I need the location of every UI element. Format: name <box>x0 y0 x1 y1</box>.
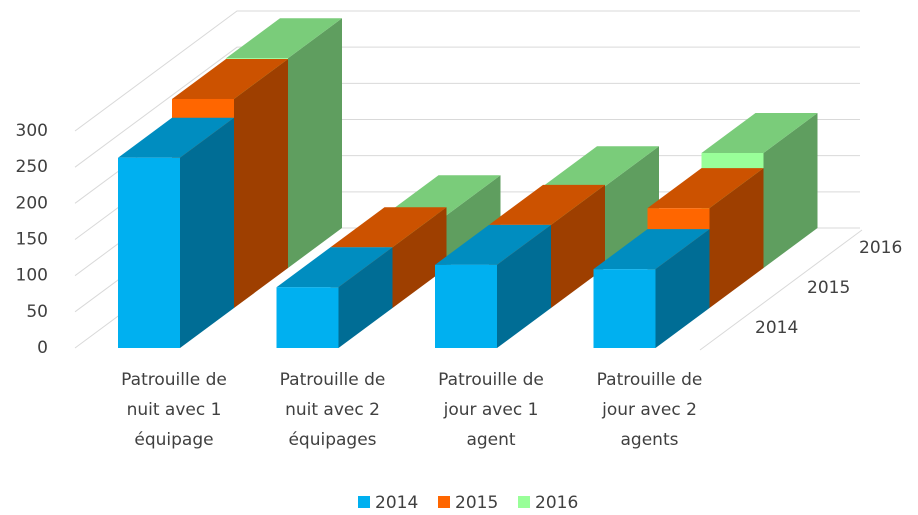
bar-side <box>497 224 551 348</box>
bar <box>435 264 497 348</box>
bar-top <box>543 146 659 187</box>
bar-top <box>276 247 393 288</box>
grid-line <box>74 10 860 132</box>
depth-tick-label: 2016 <box>859 238 902 258</box>
bar-side <box>392 207 447 308</box>
bar-top <box>489 184 605 225</box>
bar-side <box>551 184 605 308</box>
bar-top <box>118 117 234 158</box>
bar <box>118 157 180 348</box>
bar-top <box>226 18 342 59</box>
y-tick-label: 100 <box>16 266 48 286</box>
legend-swatch <box>358 496 370 508</box>
y-tick-label: 200 <box>16 193 48 213</box>
bar <box>276 287 339 348</box>
bar-side <box>709 168 764 308</box>
bar-top <box>701 112 818 153</box>
depth-tick-label: 2015 <box>807 278 850 298</box>
depth-tick-label: 2014 <box>755 318 798 338</box>
bar-side <box>446 175 501 268</box>
depth-axis <box>699 229 863 351</box>
bar-top <box>647 168 764 209</box>
legend-label: 2015 <box>455 493 498 513</box>
bar-top <box>435 224 551 265</box>
grid-line <box>74 46 860 168</box>
y-tick-label: 0 <box>37 338 48 358</box>
bar-top <box>593 229 710 270</box>
legend-swatch <box>438 496 450 508</box>
legend-swatch <box>518 496 530 508</box>
x-tick-label: Patrouille de jour avec 2 agents <box>596 370 703 450</box>
x-tick-label: Patrouille de nuit avec 2 équipages <box>279 370 386 450</box>
bar-top <box>330 207 447 248</box>
y-tick-label: 150 <box>16 230 48 250</box>
bar-top <box>384 175 501 216</box>
bar-side <box>338 247 393 348</box>
bar-side <box>234 58 288 308</box>
y-tick-label: 300 <box>16 121 48 141</box>
y-tick-label: 250 <box>16 157 48 177</box>
bar <box>593 269 656 348</box>
bar-side <box>655 229 710 348</box>
bar-side <box>288 18 342 268</box>
y-tick-label: 50 <box>26 302 48 322</box>
bar-top <box>172 58 288 99</box>
legend-label: 2016 <box>535 493 578 513</box>
x-tick-label: Patrouille de jour avec 1 agent <box>438 370 544 450</box>
legend-label: 2014 <box>375 493 418 513</box>
bar-side <box>180 117 234 348</box>
x-tick-label: Patrouille de nuit avec 1 équipage <box>121 370 227 450</box>
bar-side <box>763 112 818 269</box>
